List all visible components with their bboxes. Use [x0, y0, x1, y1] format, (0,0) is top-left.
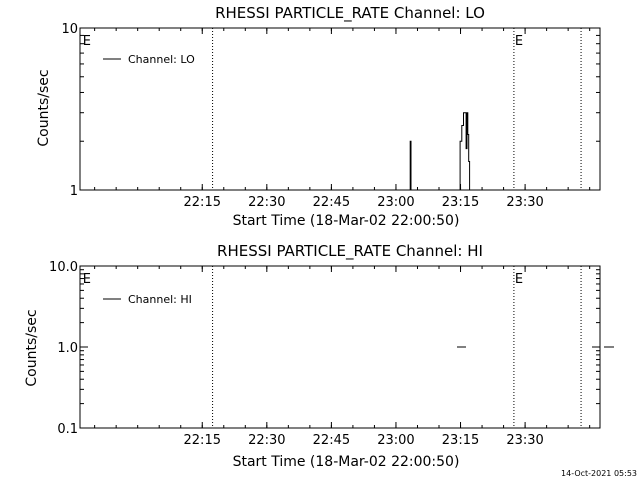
chart-title-lo: RHESSI PARTICLE_RATE Channel: LO: [215, 4, 485, 23]
x-tick-label: 23:00: [377, 433, 414, 448]
x-axis-label-hi: Start Time (18-Mar-02 22:00:50): [233, 454, 460, 470]
y-tick-label: 1: [70, 184, 78, 199]
y-tick-label: 1.0: [57, 341, 78, 356]
x-tick-label: 23:00: [377, 195, 414, 210]
y-axis-label-lo: Counts/sec: [36, 69, 52, 146]
plot-panel-lo: 22:15 22:30 22:45 23:00 23:15 23:30 1 10 E E: [61, 22, 601, 210]
x-tick-label: 22:30: [248, 195, 285, 210]
y-tick-label: 10.0: [49, 260, 78, 275]
legend-label-lo: Channel: LO: [128, 53, 195, 66]
x-axis-label-lo: Start Time (18-Mar-02 22:00:50): [233, 213, 460, 229]
plot-frame: [79, 265, 601, 429]
event-marker-label: E: [83, 272, 91, 287]
plot-panel-hi: 22:15 22:30 22:45 23:00 23:15 23:30 0.1 1.0 10.0…: [49, 260, 614, 448]
data-series-line: [459, 112, 471, 190]
x-tick-label: 23:30: [506, 195, 543, 210]
event-marker-label: E: [515, 34, 523, 49]
x-tick-label: 23:15: [442, 195, 479, 210]
x-tick-label: 22:45: [313, 195, 350, 210]
legend-label-hi: Channel: HI: [128, 293, 192, 306]
y-tick-label: 0.1: [57, 422, 78, 437]
event-marker-label: E: [83, 34, 91, 49]
x-tick-label: 22:45: [313, 433, 350, 448]
plot-frame: [79, 27, 601, 191]
x-tick-label: 23:30: [506, 433, 543, 448]
event-marker-label: E: [515, 272, 523, 287]
x-tick-label: 22:30: [248, 433, 285, 448]
chart-title-hi: RHESSI PARTICLE_RATE Channel: HI: [217, 242, 483, 261]
y-tick-label: 10: [61, 22, 78, 37]
data-series-line: [409, 140, 412, 190]
x-tick-label: 22:15: [184, 195, 221, 210]
y-axis-label-hi: Counts/sec: [24, 309, 40, 386]
footer-timestamp: 14-Oct-2021 05:53: [561, 469, 637, 478]
x-tick-label: 22:15: [184, 433, 221, 448]
x-tick-label: 23:15: [442, 433, 479, 448]
